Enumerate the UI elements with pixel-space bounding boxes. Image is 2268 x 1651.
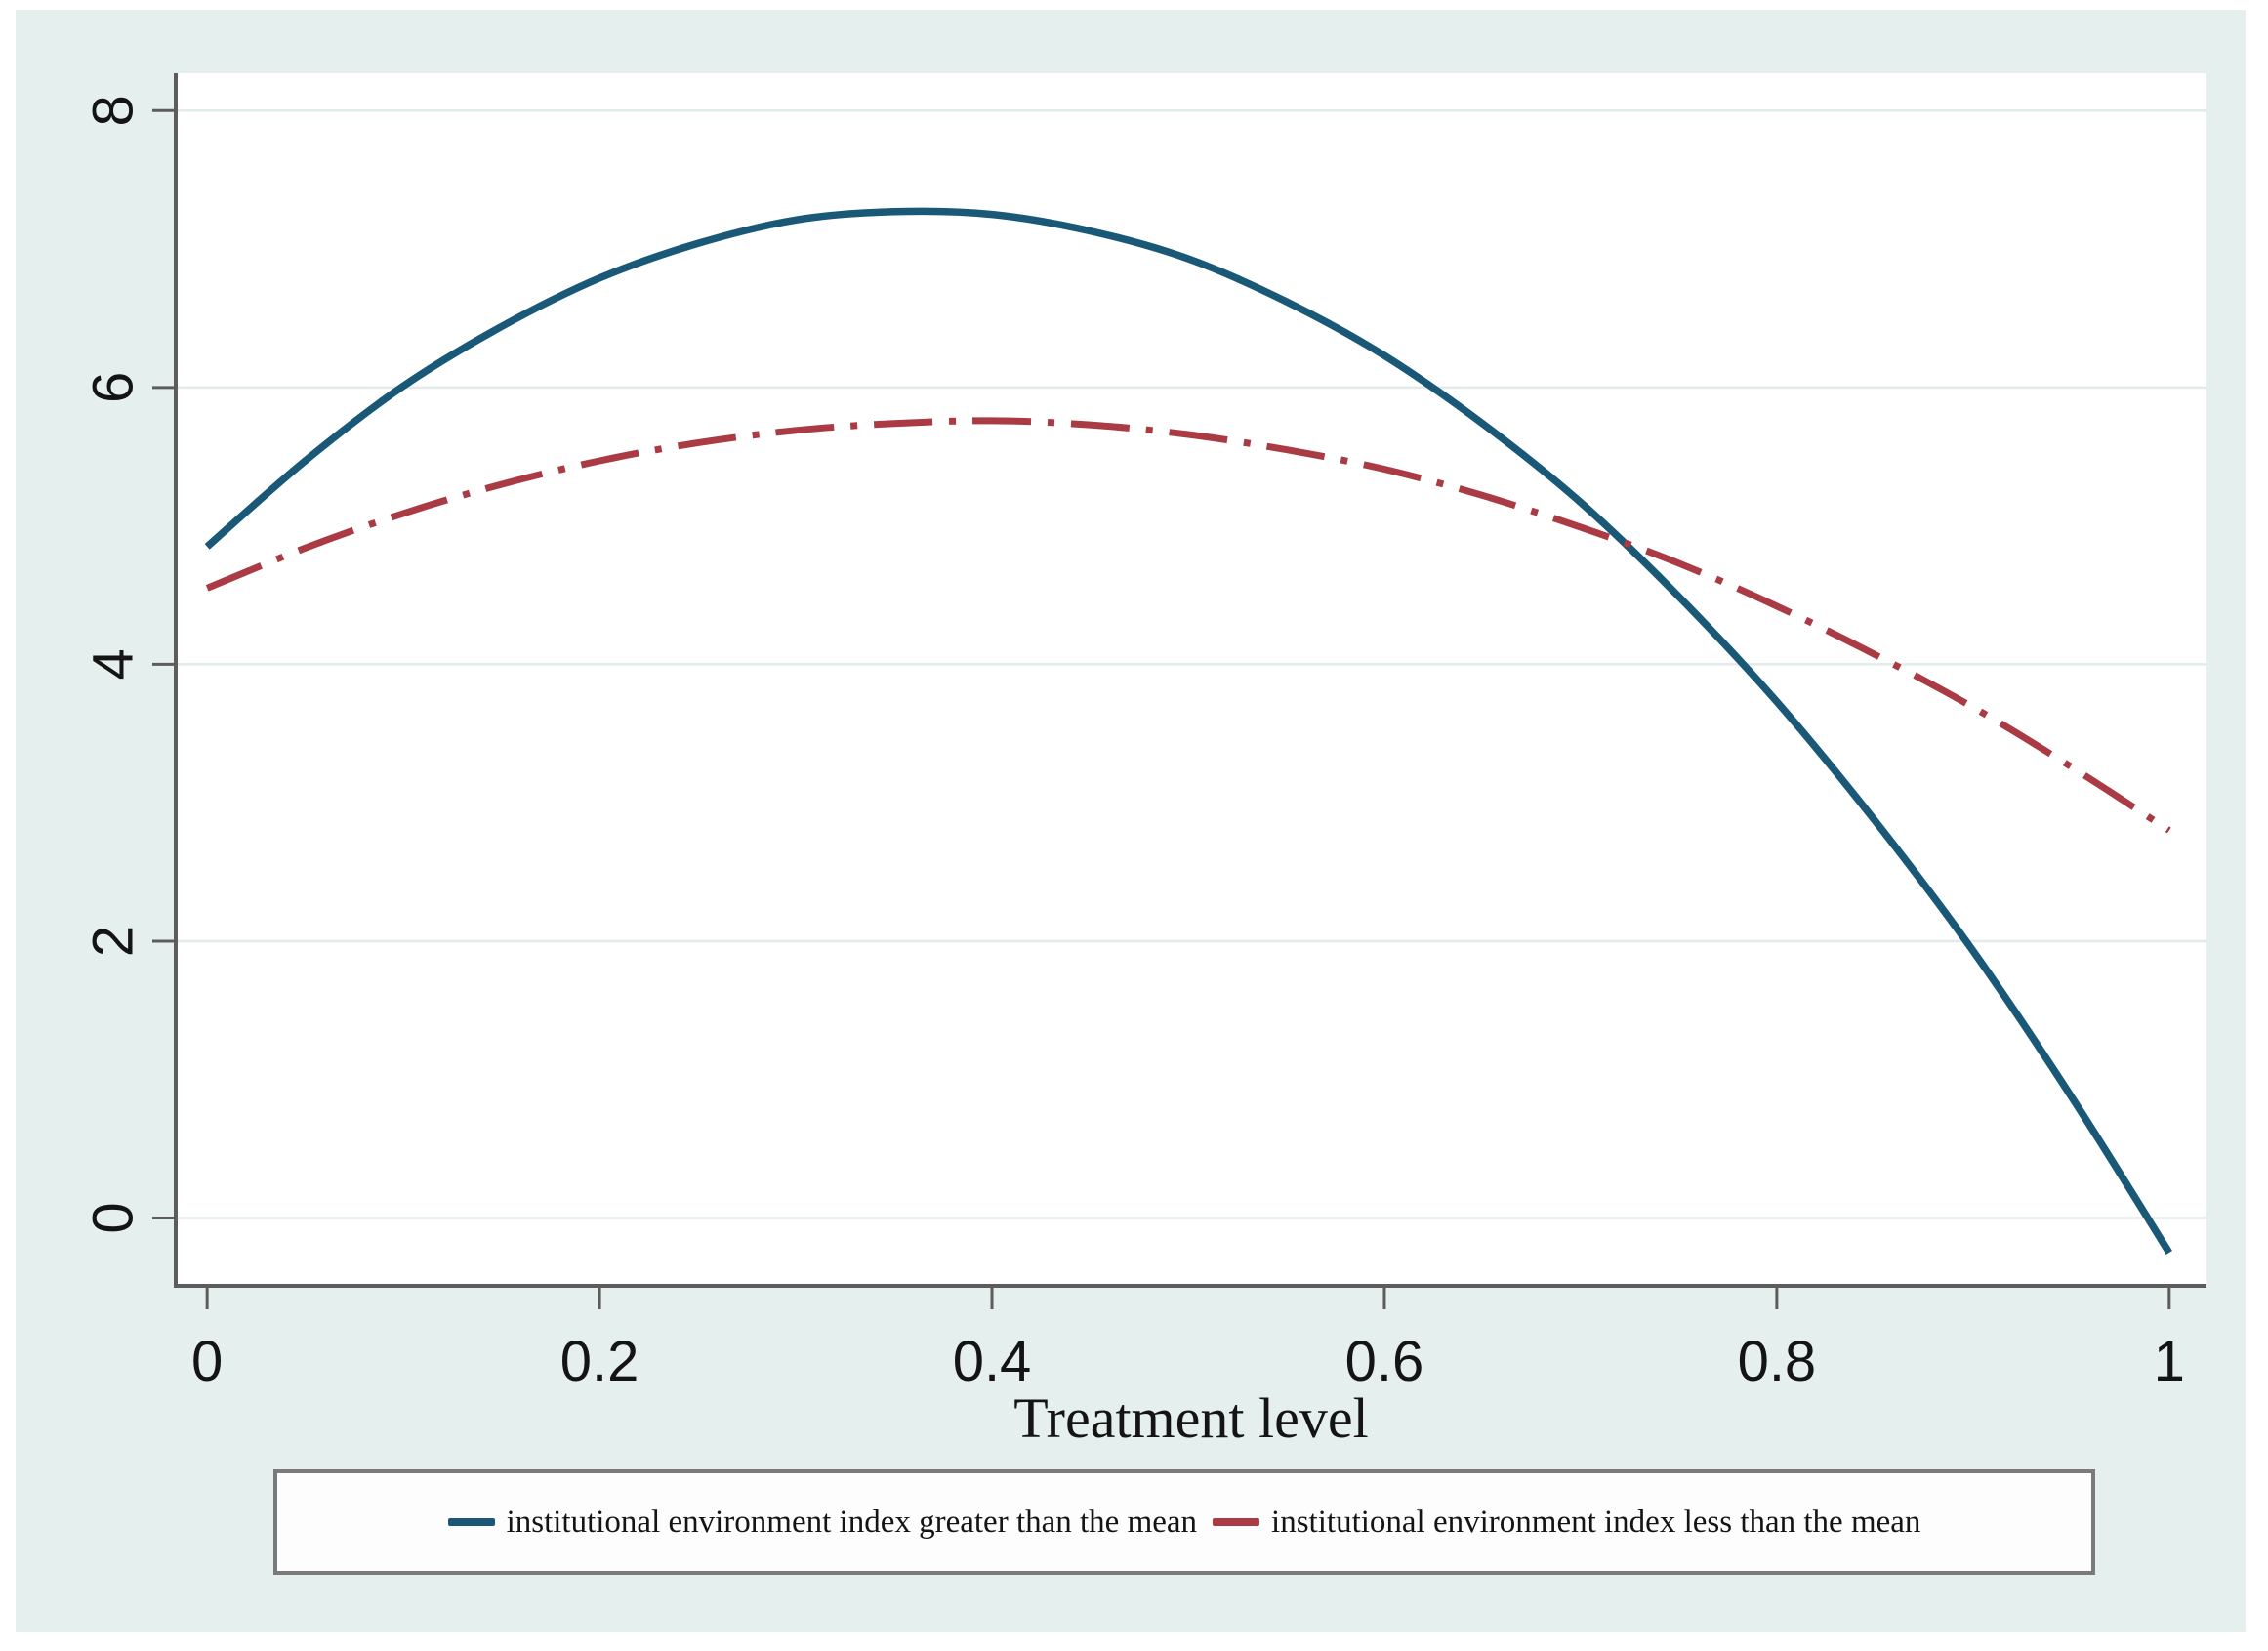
y-tick-label: 4 [82, 648, 145, 680]
x-tick-label: 0.6 [1345, 1330, 1424, 1393]
plot-generated-layer: 0 2 4 6 8 0 0.2 0.4 0.6 0.8 1 [81, 73, 2206, 1393]
legend: institutional environment index greater … [273, 1469, 2095, 1575]
y-tick-label: 0 [82, 1202, 145, 1233]
x-tick-label: 0.8 [1738, 1330, 1817, 1393]
legend-line-sample-less [1213, 1518, 1260, 1526]
y-tick-label: 8 [81, 95, 144, 126]
y-tick-label: 6 [82, 372, 145, 403]
x-tick-label: 0.4 [953, 1330, 1032, 1393]
legend-item-greater-than-mean: institutional environment index greater … [447, 1504, 1198, 1541]
legend-line-sample-greater [447, 1518, 495, 1526]
x-axis-title: Treatment level [1013, 1386, 1369, 1450]
plot-area [176, 73, 2206, 1286]
x-tick-label: 0.2 [560, 1330, 639, 1393]
series-curve-1 [205, 417, 2171, 834]
x-tick-label: 1 [2154, 1330, 2185, 1393]
series-curve-0 [204, 207, 2172, 1255]
legend-label-less: institutional environment index less tha… [1271, 1504, 1921, 1540]
legend-item-less-than-mean: institutional environment index less tha… [1213, 1505, 1920, 1541]
y-tick-label: 2 [81, 926, 144, 957]
legend-label-greater: institutional environment index greater … [506, 1504, 1198, 1540]
x-tick-label: 0 [191, 1330, 223, 1393]
